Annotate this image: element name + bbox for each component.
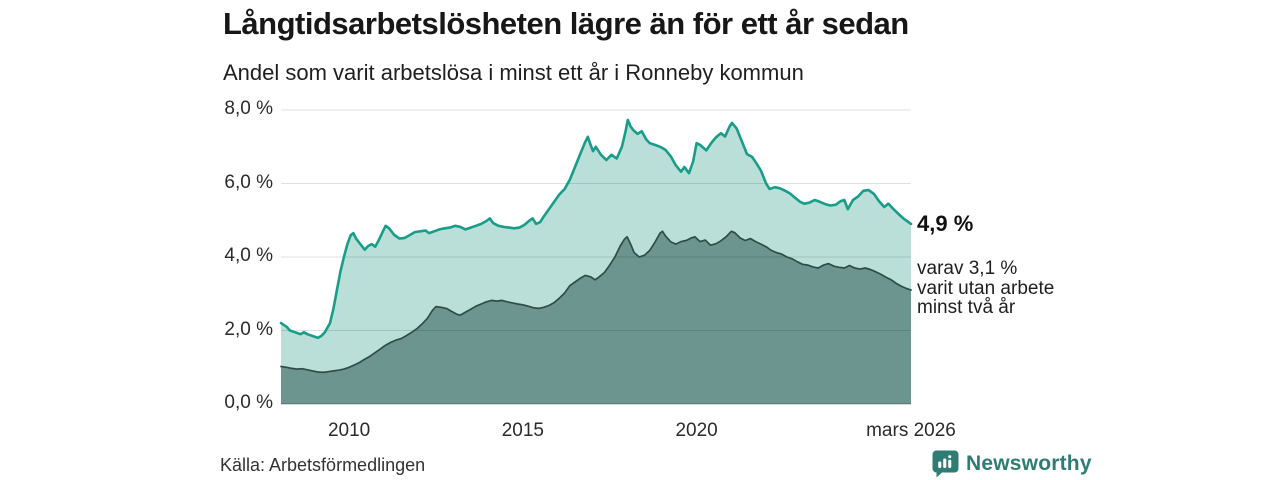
newsworthy-brand: Newsworthy bbox=[932, 450, 1092, 478]
newsworthy-logo-icon bbox=[932, 450, 959, 478]
page-title: Långtidsarbetslösheten lägre än för ett … bbox=[223, 6, 909, 41]
end-value-label: 4,9 % bbox=[917, 211, 974, 236]
annotation-line: varit utan arbete bbox=[917, 277, 1055, 299]
x-tick-label: mars 2026 bbox=[866, 420, 956, 441]
x-tick-label: 2020 bbox=[675, 420, 718, 441]
y-tick-label: 0,0 % bbox=[224, 392, 273, 413]
series-line-1 bbox=[280, 230, 912, 374]
area-chart bbox=[279, 109, 913, 405]
annotation-line: varav 3,1 % bbox=[917, 258, 1018, 279]
y-tick-label: 4,0 % bbox=[224, 245, 273, 266]
annotation-line: minst två år bbox=[917, 297, 1016, 318]
x-tick-label: 2015 bbox=[501, 420, 544, 441]
source-credit: Källa: Arbetsförmedlingen bbox=[220, 455, 426, 475]
y-tick-label: 8,0 % bbox=[224, 98, 273, 119]
y-tick-label: 6,0 % bbox=[224, 171, 273, 193]
x-tick-label: 2010 bbox=[327, 420, 371, 441]
area-fill-1 bbox=[281, 231, 911, 404]
y-tick-label: 2,0 % bbox=[224, 318, 273, 340]
chart-subtitle: Andel som varit arbetslösa i minst ett å… bbox=[223, 60, 804, 85]
newsworthy-wordmark: Newsworthy bbox=[966, 452, 1092, 475]
end-sub-annotation: varav 3,1 % varit utan arbete minst två … bbox=[917, 259, 1054, 318]
series-line-0 bbox=[279, 118, 913, 340]
